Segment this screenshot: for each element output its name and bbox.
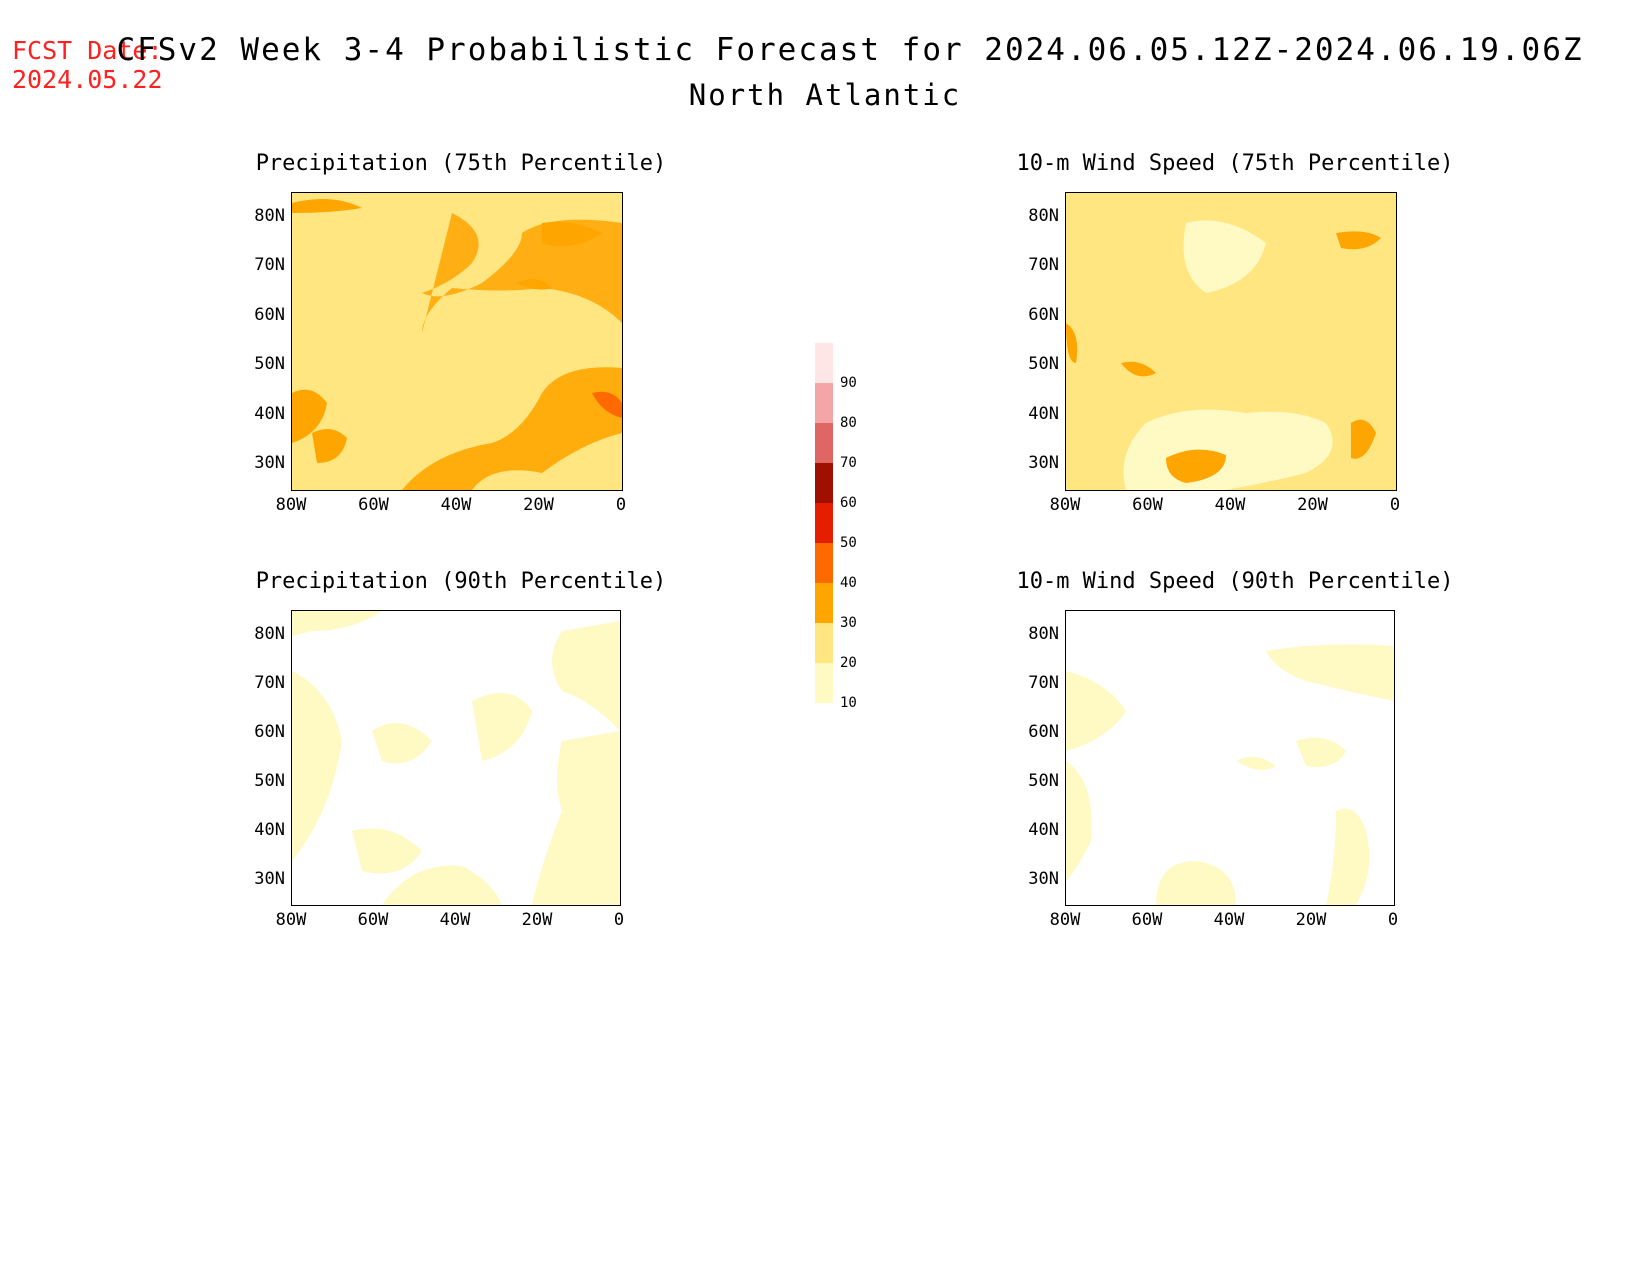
colorbar-level-label: 10 <box>840 695 857 711</box>
fcst-date-block: FCST Date: 2024.05.22 <box>12 36 163 94</box>
panel-title: Precipitation (90th Percentile) <box>255 569 667 594</box>
lon-tick-label: 40W <box>440 495 472 515</box>
lat-tick-label: 60N <box>254 721 285 742</box>
lon-tick-label: 20W <box>523 495 554 515</box>
lat-tick-label: 70N <box>1028 672 1059 693</box>
map-precip-75 <box>291 192 623 491</box>
lat-tick-label: 80N <box>1028 623 1059 644</box>
colorbar-level-label: 20 <box>840 655 857 671</box>
colorbar-svg <box>815 343 833 703</box>
colorbar-level-label: 80 <box>840 415 857 431</box>
lat-tick-label: 60N <box>1028 304 1059 325</box>
panel-title: Precipitation (75th Percentile) <box>255 151 667 176</box>
panel-title: 10-m Wind Speed (75th Percentile) <box>1016 151 1454 176</box>
colorbar-level-label: 60 <box>840 495 857 511</box>
colorbar-swatch <box>815 503 833 543</box>
lat-tick-label: 80N <box>254 623 285 644</box>
lat-tick-label: 60N <box>254 304 285 325</box>
lon-tick-label: 40W <box>439 910 471 930</box>
lat-tick-label: 40N <box>1028 403 1059 424</box>
lon-tick-label: 80W <box>1049 910 1081 930</box>
lat-tick-label: 60N <box>1028 721 1059 742</box>
lat-tick-label: 30N <box>254 868 285 889</box>
lat-tick-label: 80N <box>1028 205 1059 226</box>
fcst-date-value: 2024.05.22 <box>12 65 163 94</box>
lon-tick-label: 20W <box>521 910 553 930</box>
map-svg <box>1066 193 1396 490</box>
lat-tick-label: 40N <box>254 403 285 424</box>
lon-tick-label: 0 <box>1387 910 1399 930</box>
colorbar-swatch <box>815 623 833 663</box>
lat-tick-label: 30N <box>1028 453 1059 474</box>
map-svg <box>292 611 620 905</box>
lon-tick-label: 20W <box>1295 910 1327 930</box>
lon-tick-label: 60W <box>357 910 389 930</box>
colorbar-level-label: 50 <box>840 535 857 551</box>
lat-tick-label: 50N <box>254 770 285 791</box>
lat-tick-label: 30N <box>1028 868 1059 889</box>
region-title: North Atlantic <box>688 78 962 112</box>
map-wind-75 <box>1065 192 1397 491</box>
lat-tick-label: 40N <box>254 819 285 840</box>
lon-tick-label: 60W <box>1132 495 1163 515</box>
lat-tick-label: 70N <box>1028 255 1059 276</box>
fcst-date-label: FCST Date: <box>12 36 163 65</box>
lon-tick-label: 60W <box>358 495 389 515</box>
lat-tick-label: 40N <box>1028 819 1059 840</box>
lon-tick-label: 80W <box>275 910 307 930</box>
lon-tick-label: 0 <box>615 495 627 515</box>
lon-tick-label: 20W <box>1297 495 1328 515</box>
colorbar-swatch <box>815 383 833 423</box>
map-svg <box>292 193 622 490</box>
colorbar-swatch <box>815 463 833 503</box>
colorbar-swatch <box>815 343 833 383</box>
colorbar-swatch <box>815 543 833 583</box>
lat-tick-label: 70N <box>254 672 285 693</box>
map-wind-90 <box>1065 610 1395 906</box>
lon-tick-label: 0 <box>613 910 625 930</box>
map-svg <box>1066 611 1394 905</box>
lat-tick-label: 30N <box>254 453 285 474</box>
colorbar-swatch <box>815 663 833 703</box>
lat-tick-label: 80N <box>254 205 285 226</box>
colorbar-swatch <box>815 583 833 623</box>
lat-tick-label: 50N <box>1028 770 1059 791</box>
panel-title: 10-m Wind Speed (90th Percentile) <box>1016 569 1454 594</box>
map-precip-90 <box>291 610 621 906</box>
lon-tick-label: 80W <box>1049 495 1081 515</box>
colorbar: 10 20 30 40 50 60 70 80 90 <box>810 338 857 742</box>
lon-tick-label: 80W <box>275 495 307 515</box>
lat-tick-label: 50N <box>1028 354 1059 375</box>
colorbar-level-label: 70 <box>840 455 857 471</box>
colorbar-swatch <box>815 423 833 463</box>
lon-tick-label: 40W <box>1214 495 1246 515</box>
lat-tick-label: 50N <box>254 354 285 375</box>
colorbar-level-label: 30 <box>840 615 857 631</box>
page-title: CFSv2 Week 3-4 Probabilistic Forecast fo… <box>116 32 1584 68</box>
lon-tick-label: 0 <box>1389 495 1401 515</box>
colorbar-level-label: 90 <box>840 375 857 391</box>
lat-tick-label: 70N <box>254 255 285 276</box>
lon-tick-label: 40W <box>1213 910 1245 930</box>
lon-tick-label: 60W <box>1131 910 1163 930</box>
colorbar-level-label: 40 <box>840 575 857 591</box>
